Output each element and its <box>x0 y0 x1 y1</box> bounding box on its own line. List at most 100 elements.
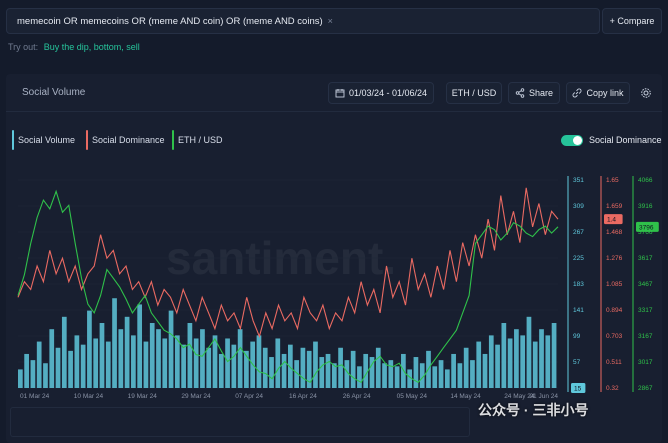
suggestion-links[interactable]: Buy the dip, bottom, sell <box>43 42 140 52</box>
volume-bar <box>212 335 218 388</box>
volume-bar <box>413 357 419 388</box>
volume-bar <box>331 363 337 388</box>
volume-bar <box>156 329 161 388</box>
volume-bar <box>269 357 274 388</box>
volume-bar <box>105 341 111 388</box>
volume-bar <box>174 335 180 388</box>
range-navigator[interactable] <box>10 407 470 437</box>
panel-header: Social Volume 01/03/24 - 01/06/24 ETH / … <box>6 74 662 112</box>
legend-label: Social Volume <box>18 135 76 145</box>
wechat-watermark: 公众号 · 三非小号 <box>478 402 589 418</box>
eth_usd-tick-label: 3617 <box>638 255 653 262</box>
social_volume-tick-label: 183 <box>573 281 584 288</box>
x-tick-label: 01 Jun 24 <box>529 393 558 400</box>
volume-bar <box>382 363 387 388</box>
volume-bar <box>532 341 538 388</box>
search-input[interactable]: memecoin OR memecoins OR (meme AND coin)… <box>6 8 600 34</box>
volume-bar <box>526 316 532 388</box>
social_dominance-current-value: 1.4 <box>607 217 616 224</box>
social_volume-current-badge <box>571 383 586 393</box>
toggle-label: Social Dominance <box>589 135 662 145</box>
x-tick-label: 24 May 24 <box>504 393 535 400</box>
volume-bar <box>394 366 400 388</box>
volume-bar <box>432 366 438 388</box>
social_dominance-tick-label: 1.276 <box>606 255 623 262</box>
volume-bar <box>463 347 469 388</box>
volume-bar <box>551 323 557 388</box>
compare-button[interactable]: + Compare <box>602 8 662 34</box>
legend-label: Social Dominance <box>92 135 165 145</box>
legend-label: ETH / USD <box>178 135 223 145</box>
social-dominance-line <box>17 187 559 339</box>
volume-bar <box>438 360 444 388</box>
volume-bar <box>488 335 494 388</box>
social_dominance-current-badge <box>604 214 623 225</box>
volume-bar <box>124 316 130 388</box>
volume-bar <box>206 347 212 388</box>
volume-bar <box>143 341 149 388</box>
volume-bar <box>87 310 92 388</box>
volume-bar <box>350 350 356 388</box>
volume-bar <box>482 353 488 388</box>
eth_usd-current-value: 3796 <box>639 224 654 231</box>
legend-social-volume[interactable]: Social Volume <box>12 130 75 150</box>
social-dominance-toggle[interactable] <box>561 135 583 146</box>
volume-bar <box>476 341 482 388</box>
social-volume-bars <box>18 298 557 388</box>
share-button[interactable]: Share <box>508 82 560 104</box>
link-icon <box>573 88 582 98</box>
chart-axes: 351309267225183141995715151.651.6591.468… <box>20 176 659 400</box>
social_volume-tick-label: 351 <box>573 177 584 184</box>
volume-bar <box>55 347 61 388</box>
volume-bar <box>149 323 155 388</box>
calendar-icon <box>335 89 345 98</box>
volume-bar <box>444 369 450 388</box>
volume-bar <box>539 329 544 388</box>
social_volume-tick-label: 309 <box>573 203 584 210</box>
legend-social-dominance[interactable]: Social Dominance <box>86 130 165 150</box>
social_volume-tick-label: 99 <box>573 333 581 340</box>
panel-title: Social Volume <box>22 87 86 98</box>
eth_usd-tick-label: 3167 <box>638 333 653 340</box>
share-icon <box>515 88 525 98</box>
volume-bar <box>407 369 413 388</box>
volume-bar <box>419 363 425 388</box>
volume-bar <box>137 304 143 388</box>
x-tick-label: 29 Mar 24 <box>181 393 211 400</box>
gear-icon[interactable] <box>640 87 652 99</box>
x-tick-label: 05 May 24 <box>397 393 428 400</box>
volume-bar <box>93 338 99 388</box>
volume-bar <box>36 341 42 388</box>
copy-link-button[interactable]: Copy link <box>566 82 630 104</box>
volume-bar <box>99 323 105 388</box>
volume-bar <box>294 360 299 388</box>
volume-bar <box>162 338 168 388</box>
volume-bar <box>288 344 293 388</box>
volume-bar <box>319 357 325 388</box>
eth-usd-line <box>17 189 559 384</box>
try-out-suggestions: Try out: Buy the dip, bottom, sell <box>8 42 140 52</box>
social_volume-current-value: 15 <box>574 386 582 393</box>
volume-bar <box>313 341 318 388</box>
x-tick-label: 07 Apr 24 <box>235 393 263 400</box>
volume-bar <box>24 353 29 388</box>
volume-bar <box>112 298 117 388</box>
volume-bar <box>338 347 343 388</box>
pair-selector[interactable]: ETH / USD <box>446 82 502 104</box>
date-range-picker[interactable]: 01/03/24 - 01/06/24 <box>328 82 434 104</box>
eth_usd-tick-label: 3317 <box>638 307 653 314</box>
x-tick-label: 19 Mar 24 <box>128 393 158 400</box>
volume-bar <box>61 316 67 388</box>
eth_usd-current-badge <box>636 221 659 232</box>
pair-label: ETH / USD <box>451 88 497 98</box>
volume-bar <box>49 329 55 388</box>
volume-bar <box>231 344 237 388</box>
volume-bar <box>237 329 243 388</box>
volume-bar <box>218 353 224 388</box>
legend-eth-usd[interactable]: ETH / USD <box>172 130 223 150</box>
chart-canvas[interactable]: santiment. 351309267225183141995715151.6… <box>6 74 662 443</box>
clear-search-icon[interactable]: × <box>327 16 333 26</box>
volume-bar <box>357 366 362 388</box>
eth_usd-tick-label: 3017 <box>638 359 653 366</box>
chart-panel: Social Volume 01/03/24 - 01/06/24 ETH / … <box>6 74 662 443</box>
